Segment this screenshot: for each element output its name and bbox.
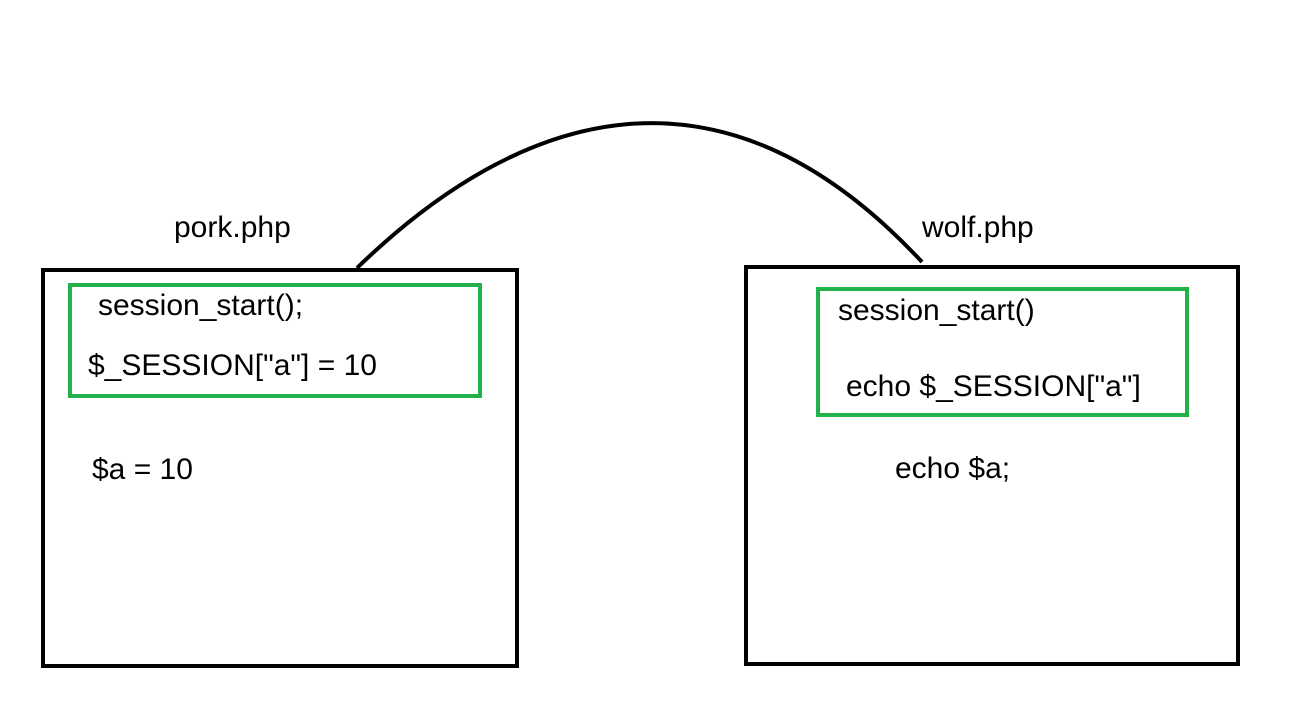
left-session-line-2: $_SESSION["a"] = 10 (88, 349, 377, 382)
session-link-curve (355, 121, 924, 270)
left-local-line: $a = 10 (92, 453, 193, 486)
left-session-line-1: session_start(); (98, 289, 304, 322)
right-file-title: wolf.php (922, 211, 1034, 244)
left-session-box (68, 283, 482, 398)
right-file-box (744, 265, 1240, 666)
right-local-line: echo $a; (895, 452, 1011, 485)
left-file-box (41, 268, 519, 668)
right-session-line-1: session_start() (838, 294, 1035, 327)
right-session-line-2: echo $_SESSION["a"] (846, 370, 1141, 403)
right-session-box (816, 287, 1189, 417)
left-file-title: pork.php (174, 211, 291, 244)
